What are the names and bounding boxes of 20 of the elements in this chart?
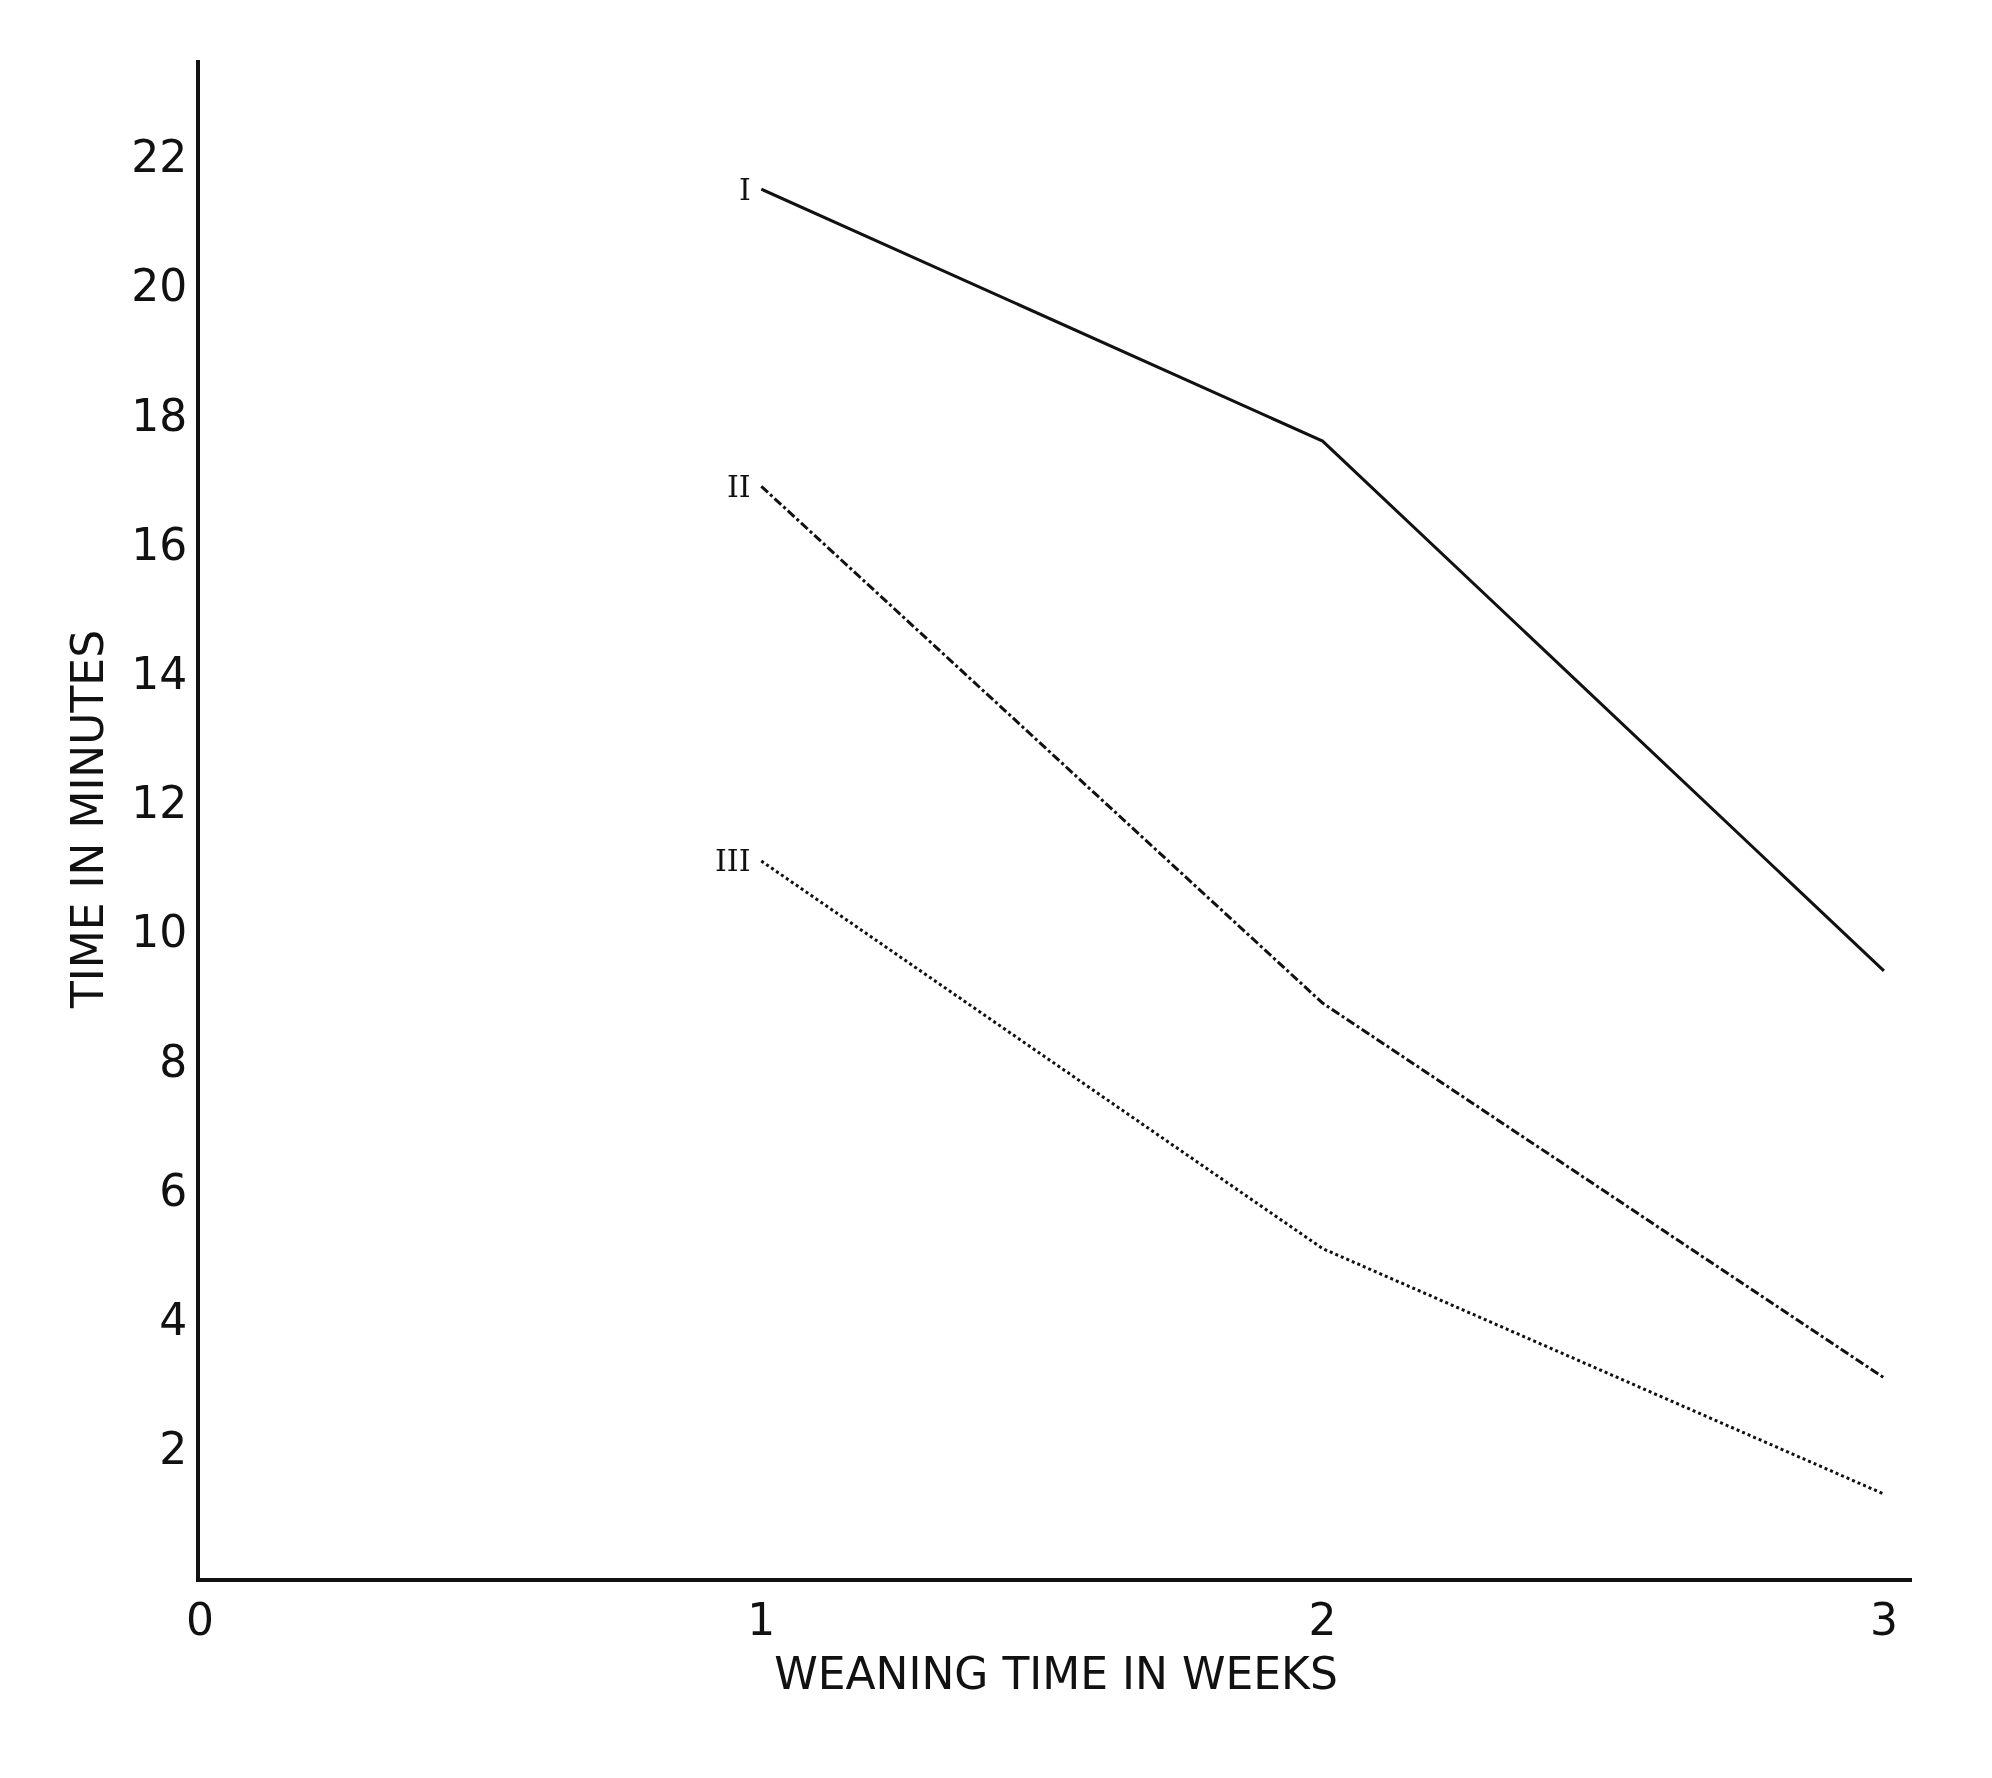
y-tick-label: 14 bbox=[131, 648, 188, 700]
y-tick-label: 22 bbox=[131, 131, 188, 183]
y-tick-label: 6 bbox=[159, 1164, 188, 1216]
series-label: I bbox=[739, 172, 751, 207]
x-tick-label: 1 bbox=[747, 1593, 776, 1645]
x-tick-label: 0 bbox=[186, 1593, 214, 1645]
x-tick-label: 2 bbox=[1308, 1593, 1337, 1645]
series-label: III bbox=[715, 843, 751, 878]
x-axis-title: WEANING TIME IN WEEKS bbox=[774, 1647, 1338, 1699]
x-tick-label: 3 bbox=[1869, 1593, 1898, 1645]
y-tick-label: 2 bbox=[159, 1423, 188, 1475]
y-tick-label: 12 bbox=[131, 777, 188, 829]
y-tick-label: 18 bbox=[131, 389, 188, 441]
y-tick-label: 20 bbox=[131, 260, 188, 312]
y-tick-label: 8 bbox=[159, 1035, 188, 1087]
y-tick-label: 4 bbox=[159, 1294, 188, 1346]
series-label: II bbox=[727, 469, 751, 504]
y-tick-label: 16 bbox=[131, 518, 188, 570]
y-axis-title: TIME IN MINUTES bbox=[61, 629, 113, 1010]
y-tick-label: 10 bbox=[131, 906, 188, 958]
